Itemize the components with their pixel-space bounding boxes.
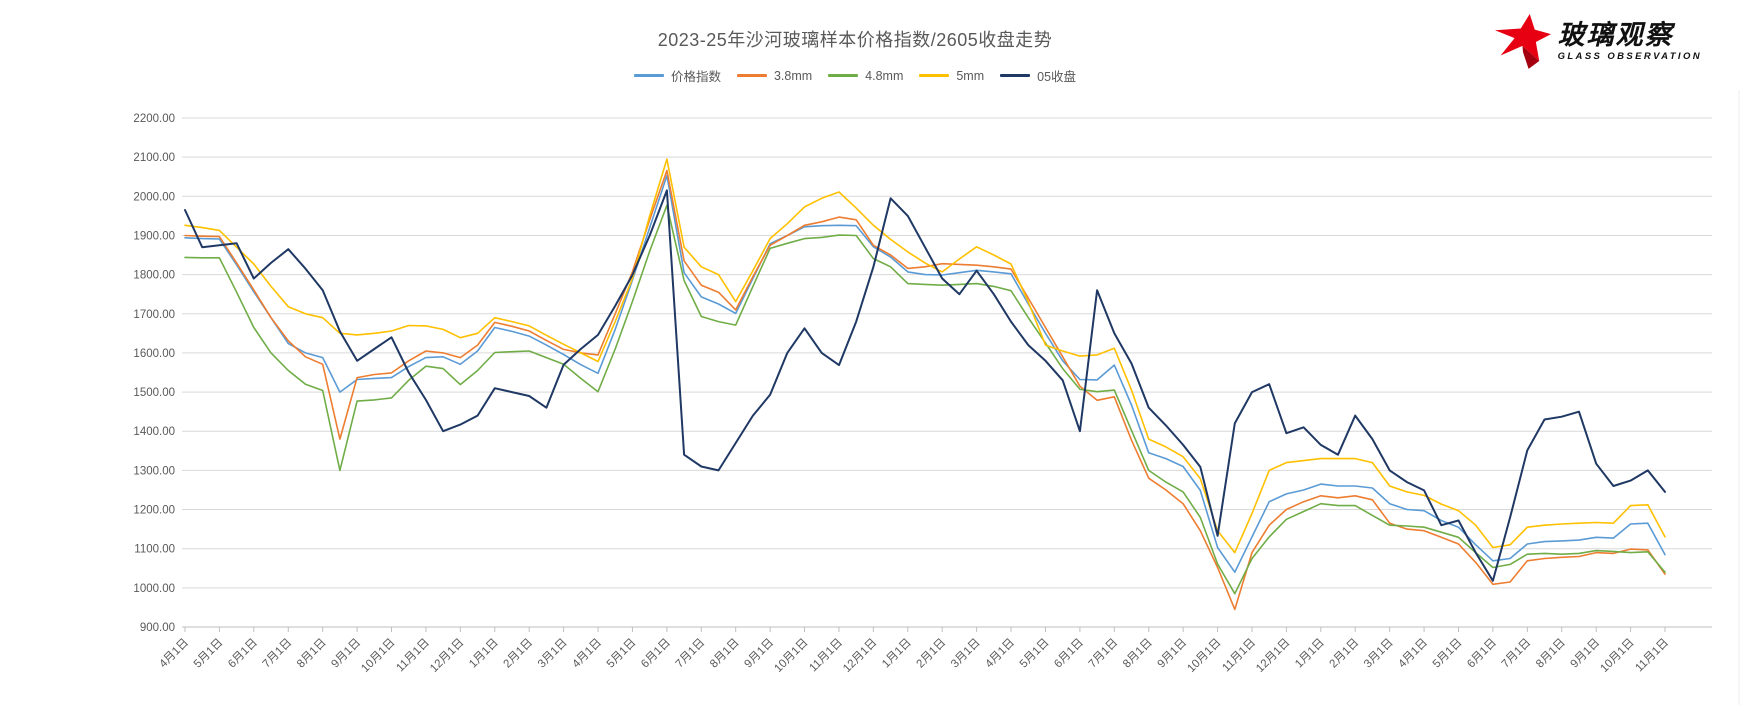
x-tick-label: 4月1日 [983,637,1017,671]
x-tick-label: 7月1日 [1087,637,1121,671]
x-tick-label: 1月1日 [1293,637,1327,671]
series-line-05收盘 [184,189,1666,582]
x-tick-label: 11月1日 [807,637,845,675]
legend-item: 5mm [919,69,984,83]
x-tick-label: 6月1日 [639,637,673,671]
x-tick-label: 10月1日 [1598,637,1636,675]
x-tick-label: 11月1日 [1220,637,1258,675]
legend-label: 4.8mm [865,68,904,83]
x-tick-label: 4月1日 [1396,637,1430,671]
series-line-5mm [184,158,1666,554]
y-tick-label: 2000.00 [133,191,175,203]
y-axis-labels: 900.00 1000.00 1100.00 1200.00 1300.00 1400.0… [133,113,175,634]
x-tick-label: 5月1日 [605,637,639,671]
y-tick-label: 1800.00 [133,270,175,282]
series-line-4.8mm [184,204,1666,595]
legend-item: 4.8mm [828,69,903,83]
x-tick-label: 4月1日 [157,637,191,671]
x-tick-label: 12月1日 [1254,637,1292,675]
x-tick-label: 9月1日 [742,637,776,671]
legend-label: 5mm [956,68,985,83]
x-tick-label: 11月1日 [394,637,432,675]
y-tick-label: 1000.00 [133,583,175,595]
legend-swatch [919,74,950,77]
legend-item: 3.8mm [736,68,813,83]
y-tick-label: 2200.00 [133,113,175,125]
legend-swatch [1000,74,1031,77]
logo-star-icon [1494,14,1551,69]
series-lines [184,158,1666,611]
x-tick-label: 2月1日 [502,637,536,671]
x-tick-label: 11月1日 [1633,637,1671,675]
gridlines [182,117,1712,628]
y-tick-label: 1200.00 [133,505,175,517]
x-tick-label: 2月1日 [1328,637,1362,671]
x-tick-label: 6月1日 [226,637,260,671]
x-tick-label: 3月1日 [949,637,983,671]
x-tick-label: 9月1日 [329,637,363,671]
x-tick-label: 12月1日 [841,637,879,675]
x-tick-label: 6月1日 [1052,637,1086,671]
legend-swatch [736,74,767,77]
y-tick-label: 900.00 [140,622,175,634]
x-tick-label: 8月1日 [708,637,742,671]
legend-item: 05收盘 [1000,66,1076,85]
x-tick-label: 9月1日 [1155,637,1189,671]
x-tick-label: 7月1日 [261,637,295,671]
x-tick-label: 12月1日 [428,637,466,675]
y-tick-label: 2100.00 [133,152,175,164]
x-tick-label: 6月1日 [1465,637,1499,671]
x-tick-label: 7月1日 [674,637,708,671]
y-tick-label: 1900.00 [133,230,175,242]
x-tick-label: 10月1日 [359,637,397,675]
y-tick-label: 1400.00 [133,426,175,438]
x-tick-label: 5月1日 [1018,637,1052,671]
legend: 价格指数 3.8mm 4.8mm 5mm 05收盘 [0,66,1710,85]
chart-title: 2023-25年沙河玻璃样本价格指数/2605收盘走势 [657,30,1053,50]
series-line-3.8mm [184,169,1666,611]
x-tick-label: 4月1日 [570,637,604,671]
x-tick-label: 7月1日 [1500,637,1534,671]
legend-item: 价格指数 [633,66,721,85]
x-tick-label: 10月1日 [772,637,810,675]
x-tick-label: 3月1日 [536,637,570,671]
x-tick-label: 8月1日 [1121,637,1155,671]
x-tick-label: 3月1日 [1362,637,1396,671]
x-tick-label: 10月1日 [1185,637,1223,675]
y-tick-label: 1100.00 [134,544,175,556]
x-tick-label: 1月1日 [467,637,501,671]
x-tick-label: 5月1日 [192,637,226,671]
legend-label: 3.8mm [773,68,813,83]
y-tick-label: 1300.00 [133,465,175,477]
legend-label: 价格指数 [670,70,721,84]
legend-label: 05收盘 [1037,70,1077,84]
x-tick-label: 5月1日 [1431,637,1465,671]
series-line-价格指数 [184,174,1666,574]
x-tick-label: 1月1日 [880,637,914,671]
x-tick-label: 2月1日 [915,637,949,671]
x-tick-label: 9月1日 [1568,637,1602,671]
logo: 玻璃观察 GLASS OBSERVATION [1494,14,1702,70]
x-tick-label: 8月1日 [295,637,329,671]
legend-swatch [633,74,664,77]
legend-swatch [828,74,859,77]
y-tick-label: 1600.00 [133,348,175,360]
y-tick-label: 1700.00 [133,309,175,321]
x-tick-label: 8月1日 [1534,637,1568,671]
logo-subtitle: GLASS OBSERVATION [1557,51,1702,63]
logo-title: 玻璃观察 [1557,20,1674,51]
y-tick-label: 1500.00 [133,387,175,399]
